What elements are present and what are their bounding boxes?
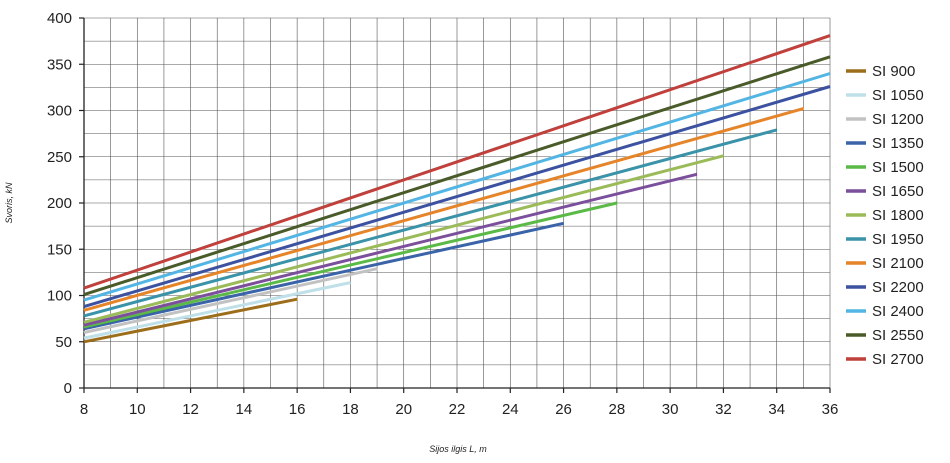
legend: SI 900 SI 1050 SI 1200 SI 1350 SI 1500 SI 165… — [846, 63, 924, 368]
series-line-si-900 — [83, 297, 298, 344]
series-line-si-1950 — [83, 128, 778, 318]
y-tick-label: 100 — [47, 288, 72, 305]
x-axis-title: Sijos ilgis L, m — [429, 444, 487, 454]
x-tick-label: 12 — [182, 401, 199, 418]
x-tick-label: 36 — [822, 401, 839, 418]
legend-label: SI 1650 — [872, 183, 924, 200]
legend-label: SI 2200 — [872, 279, 924, 296]
series-line-si-2100 — [83, 107, 804, 312]
y-tick-label: 200 — [47, 195, 72, 212]
series-line-si-1650 — [83, 172, 698, 327]
series-line-si-2700 — [83, 34, 831, 290]
legend-label: SI 1800 — [872, 207, 924, 224]
y-tick-label: 350 — [47, 56, 72, 73]
y-axis-title: Svoris, kN — [4, 182, 14, 224]
legend-label: SI 2700 — [872, 351, 924, 368]
x-tick-label: 32 — [715, 401, 732, 418]
x-tick-label: 8 — [80, 401, 88, 418]
x-tick-label: 18 — [342, 401, 359, 418]
legend-label: SI 1350 — [872, 135, 924, 152]
legend-label: SI 2550 — [872, 327, 924, 344]
y-tick-label: 400 — [47, 10, 72, 27]
x-tick-label: 20 — [395, 401, 412, 418]
x-tick-label: 24 — [502, 401, 519, 418]
x-tick-label: 10 — [129, 401, 146, 418]
legend-label: SI 2400 — [872, 303, 924, 320]
series-line-si-2400 — [83, 72, 831, 302]
series-line-si-2200 — [83, 85, 831, 309]
series-lines — [83, 34, 831, 344]
legend-label: SI 1200 — [872, 111, 924, 128]
y-tick-label: 0 — [64, 380, 72, 397]
y-tick-label: 50 — [55, 334, 72, 351]
series-line-si-2550 — [83, 55, 831, 297]
series-line-si-1050 — [83, 281, 351, 340]
tick-labels: 8 10 12 14 16 18 20 22 24 26 28 30 32 34 36 0 50 100 150 20… — [47, 10, 838, 418]
series-line-si-1500 — [83, 201, 618, 329]
series-line-si-1200 — [83, 267, 378, 334]
y-tick-label: 250 — [47, 149, 72, 166]
x-tick-label: 22 — [449, 401, 466, 418]
series-line-si-1350 — [83, 221, 564, 331]
x-tick-label: 30 — [662, 401, 679, 418]
x-tick-label: 28 — [609, 401, 626, 418]
y-tick-label: 300 — [47, 103, 72, 120]
series-line-si-1800 — [83, 154, 724, 324]
legend-label: SI 900 — [872, 63, 915, 80]
y-tick-label: 150 — [47, 241, 72, 258]
x-tick-label: 16 — [289, 401, 306, 418]
x-tick-label: 26 — [555, 401, 572, 418]
x-tick-label: 14 — [236, 401, 253, 418]
legend-label: SI 2100 — [872, 255, 924, 272]
legend-label: SI 1050 — [872, 87, 924, 104]
legend-label: SI 1500 — [872, 159, 924, 176]
x-tick-label: 34 — [768, 401, 785, 418]
legend-label: SI 1950 — [872, 231, 924, 248]
